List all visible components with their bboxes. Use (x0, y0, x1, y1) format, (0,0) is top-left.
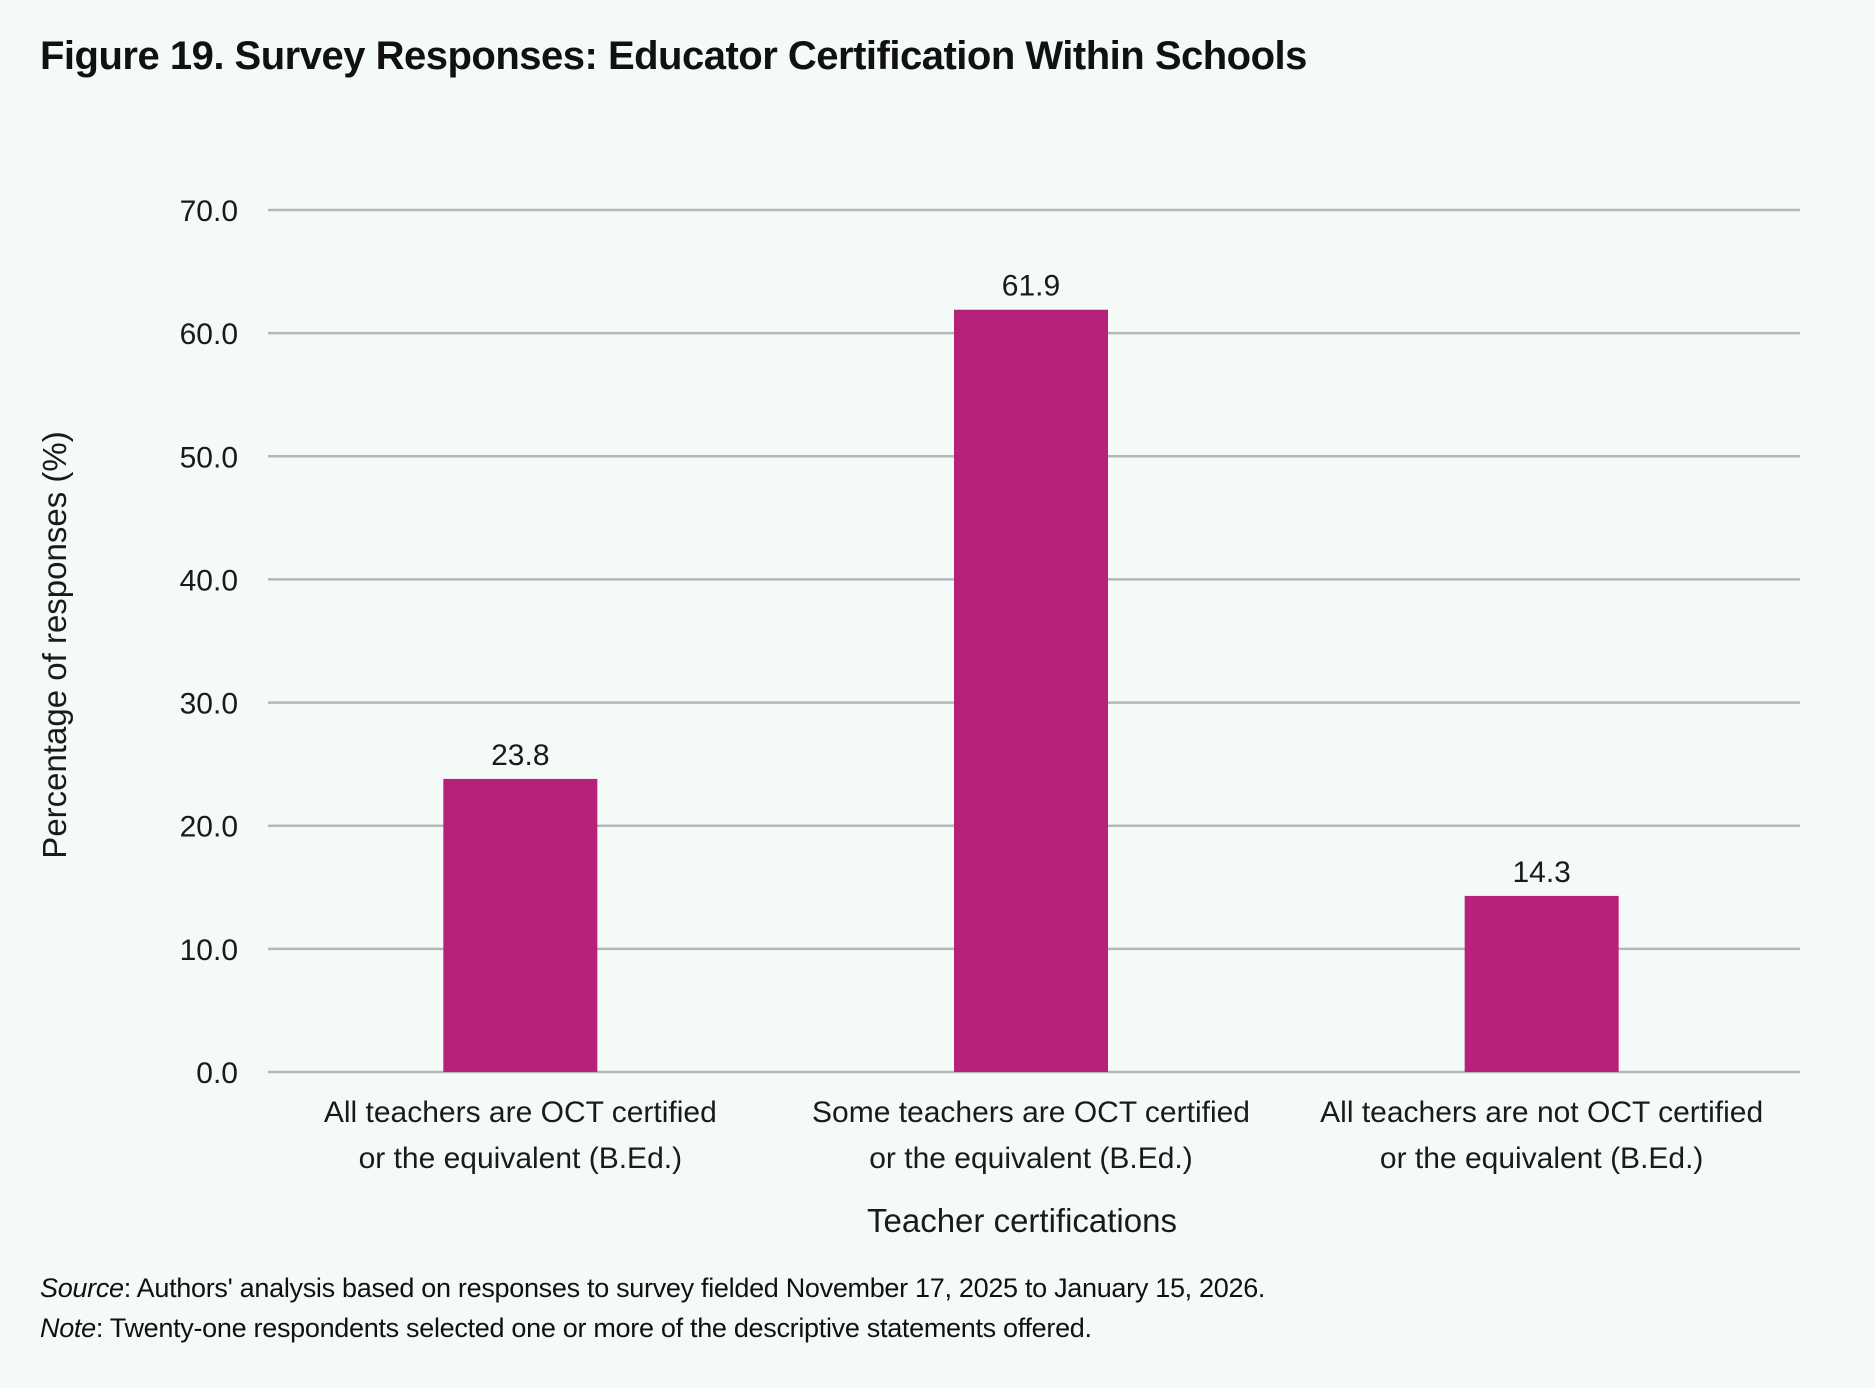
data-labels: 23.8 61.9 14.3 (491, 270, 1571, 889)
note: Note: Twenty-one respondents selected on… (40, 1308, 1265, 1348)
chart-title: Figure 19. Survey Responses: Educator Ce… (40, 34, 1307, 78)
y-tick-label: 40.0 (180, 564, 238, 597)
x-tick-label: or the equivalent (B.Ed.) (869, 1142, 1193, 1175)
bar (954, 309, 1108, 1072)
x-tick-label: All teachers are OCT certified (324, 1096, 717, 1129)
y-tick-label: 0.0 (196, 1057, 238, 1090)
y-tick-label: 70.0 (180, 195, 238, 228)
y-tick-label: 30.0 (180, 688, 238, 721)
y-tick-label: 10.0 (180, 934, 238, 967)
y-tick-label: 20.0 (180, 811, 238, 844)
x-tick-label: or the equivalent (B.Ed.) (359, 1142, 683, 1175)
source-label: Source (40, 1273, 124, 1303)
x-axis-ticks: All teachers are OCT certified or the equ… (324, 1096, 1763, 1175)
bar (443, 778, 598, 1072)
y-axis-title: Percentage of responses (%) (36, 431, 73, 858)
y-tick-label: 50.0 (180, 441, 238, 474)
y-axis-ticks: 0.0 10.0 20.0 30.0 40.0 50.0 60.0 70.0 (180, 195, 238, 1090)
data-label: 61.9 (1002, 270, 1060, 303)
footnotes: Source: Authors' analysis based on respo… (40, 1268, 1265, 1348)
note-label: Note (40, 1313, 96, 1343)
y-tick-label: 60.0 (180, 318, 238, 351)
source-text: : Authors' analysis based on responses t… (123, 1273, 1266, 1303)
note-text: : Twenty-one respondents selected one or… (95, 1313, 1092, 1343)
x-tick-label: All teachers are not OCT certified (1320, 1096, 1763, 1129)
bars (443, 309, 1619, 1072)
data-label: 23.8 (491, 739, 549, 772)
bar (1464, 895, 1619, 1072)
x-axis-title: Teacher certifications (867, 1202, 1177, 1239)
data-label: 14.3 (1512, 856, 1570, 889)
source-note: Source: Authors' analysis based on respo… (40, 1268, 1265, 1308)
x-tick-label: or the equivalent (B.Ed.) (1380, 1142, 1704, 1175)
x-tick-label: Some teachers are OCT certified (812, 1096, 1250, 1129)
